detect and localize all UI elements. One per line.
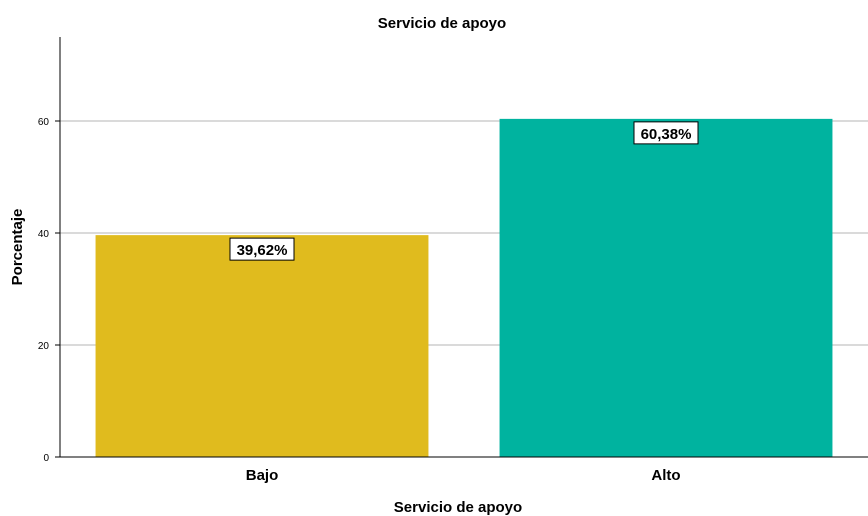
bar-alto <box>499 118 833 457</box>
bars <box>95 118 833 457</box>
data-label: 60,38% <box>633 121 699 145</box>
chart-title: Servicio de apoyo <box>378 15 506 32</box>
y-tick-label: 0 <box>43 453 49 464</box>
y-tick-label: 20 <box>38 341 50 352</box>
x-ticks: Bajo Alto <box>246 467 681 484</box>
x-tick-label: Bajo <box>246 467 279 484</box>
y-tick-label: 40 <box>38 229 50 240</box>
bar-bajo <box>95 235 429 457</box>
y-tick-label: 60 <box>38 117 50 128</box>
y-ticks: 0 20 40 60 <box>38 117 60 464</box>
x-axis-label: Servicio de apoyo <box>394 499 522 516</box>
y-axis-label: Porcentaje <box>9 209 26 286</box>
data-label-text: 60,38% <box>641 126 692 143</box>
data-label-box <box>633 121 699 145</box>
data-label-box <box>229 237 295 261</box>
data-label: 39,62% <box>229 237 295 261</box>
data-label-text: 39,62% <box>237 242 288 259</box>
x-tick-label: Alto <box>651 467 680 484</box>
data-labels: 39,62% 60,38% <box>229 121 699 261</box>
